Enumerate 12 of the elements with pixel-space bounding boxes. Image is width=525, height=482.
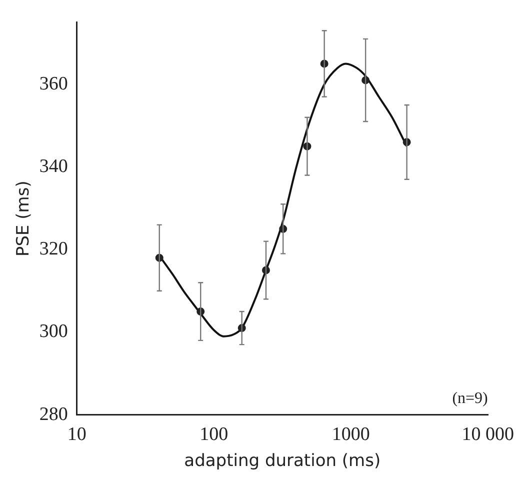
x-axis-title: adapting duration (ms) <box>184 451 381 472</box>
x-tick-label: 10 <box>67 424 86 446</box>
y-axis-title: PSE (ms) <box>14 180 34 257</box>
x-tick-label: 100 <box>200 424 228 446</box>
y-tick-label: 320 <box>39 238 68 260</box>
y-tick-label: 340 <box>39 156 68 177</box>
x-tick-label: 10 000 <box>462 424 514 446</box>
y-tick-label: 360 <box>39 73 68 94</box>
annotation: (n=9) <box>452 390 488 408</box>
x-tick-label: 1000 <box>332 424 370 446</box>
y-tick-label: 280 <box>39 404 68 425</box>
y-tick-label: 300 <box>39 321 68 342</box>
